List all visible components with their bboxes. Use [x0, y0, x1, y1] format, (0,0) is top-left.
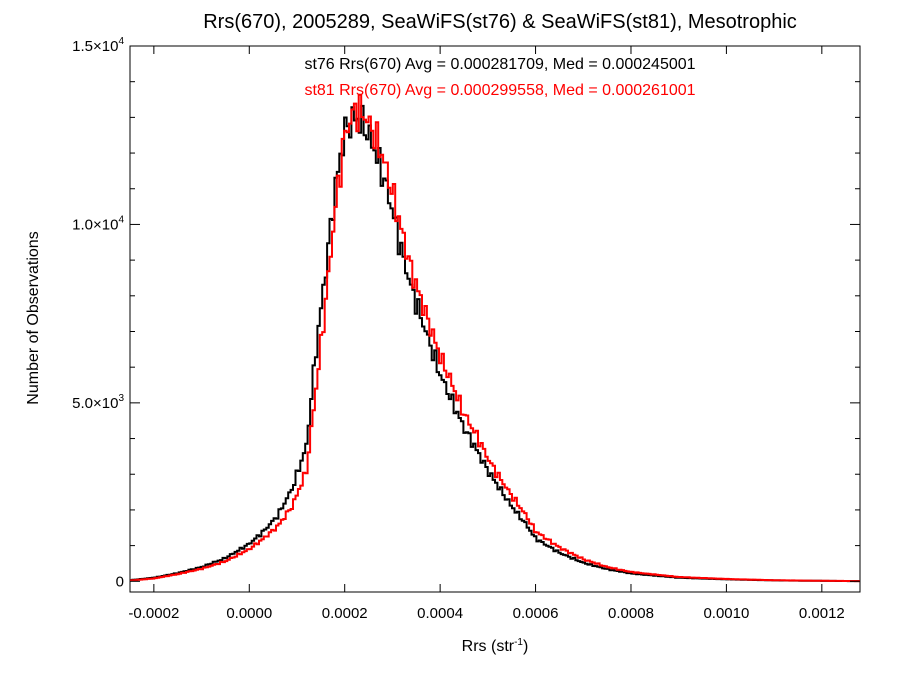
x-axis-label-end: ) [523, 638, 528, 655]
x-tick-label: 0.0006 [513, 605, 559, 622]
annotation-1: st76 Rrs(670) Avg = 0.000281709, Med = 0… [304, 56, 695, 73]
y-axis: 0 5.0×103 1.0×104 1.5×104 [72, 36, 860, 590]
x-axis-label-sup: -1 [514, 637, 523, 648]
x-axis: -0.0002 0.0000 0.0002 0.0004 0.0006 0.0008 0.0… [128, 46, 845, 622]
series-line-1 [130, 104, 860, 583]
series-layer [130, 93, 860, 583]
x-axis-label-main: Rrs (str [462, 638, 515, 655]
x-tick-label: 0.0012 [799, 605, 845, 622]
plot-frame [129, 45, 861, 593]
y-tick-label: 1.5×104 [72, 36, 124, 55]
y-tick-label: 1.0×104 [72, 214, 124, 233]
x-tick-label: 0.0008 [608, 605, 654, 622]
x-tick-label: 0.0002 [322, 605, 368, 622]
annotation-2: st81 Rrs(670) Avg = 0.000299558, Med = 0… [304, 82, 695, 99]
x-tick-label: 0.0010 [703, 605, 749, 622]
x-tick-label: 0.0004 [417, 605, 463, 622]
x-tick-label: -0.0002 [128, 605, 179, 622]
y-tick-label: 0 [116, 573, 124, 590]
x-axis-label: Rrs (str-1) [462, 637, 529, 655]
y-tick-label: 5.0×103 [72, 393, 124, 412]
y-axis-label: Number of Observations [25, 231, 42, 404]
x-tick-label: 0.0000 [226, 605, 272, 622]
series-line-2 [130, 93, 860, 583]
chart-title: Rrs(670), 2005289, SeaWiFS(st76) & SeaWi… [203, 11, 797, 33]
annotations: st76 Rrs(670) Avg = 0.000281709, Med = 0… [304, 56, 695, 99]
